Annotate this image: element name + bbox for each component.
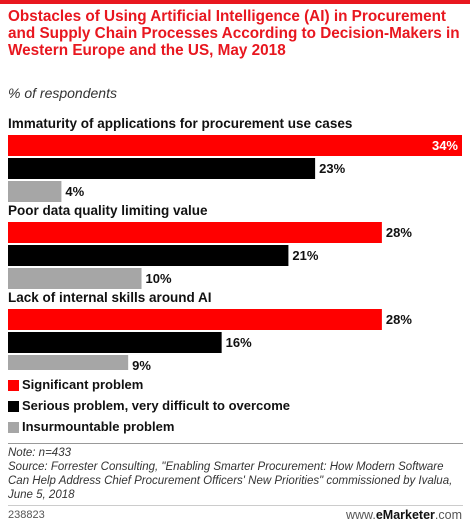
data-label: 28%	[386, 312, 412, 327]
brand-logo: www.eMarketer.com	[346, 508, 462, 522]
bar-group-lack-of-internal-skills-around-ai: Lack of internal skills around AI 28% 16% 9…	[8, 290, 412, 370]
data-label: 21%	[292, 248, 318, 263]
chart-subtitle: % of respondents	[8, 85, 117, 101]
brand-name: eMarketer	[375, 508, 435, 522]
data-label: 16%	[226, 335, 252, 350]
legend-label-significant: Significant problem	[22, 377, 144, 392]
data-label: 28%	[386, 225, 412, 240]
bar-group-poor-data-quality-limiting-value: Poor data quality limiting value 28% 21% 10…	[8, 203, 412, 289]
bar-group-immaturity-of-applications-for-procurement-use-cases: Immaturity of applications for procureme…	[8, 116, 462, 202]
legend-swatch-insurmountable	[8, 422, 19, 433]
chart-title: Obstacles of Using Artificial Intelligen…	[8, 8, 460, 59]
brand-prefix: www.	[345, 508, 376, 522]
bar-significant-problem	[8, 222, 382, 243]
brand-suffix: .com	[434, 508, 462, 522]
bar-serious-problem-very-difficult-to-overcome	[8, 332, 222, 353]
category-label: Immaturity of applications for procureme…	[8, 116, 352, 131]
top-accent-bar	[0, 0, 470, 4]
category-label: Poor data quality limiting value	[8, 203, 208, 218]
notes-divider	[8, 443, 463, 444]
footer-divider	[8, 505, 463, 506]
category-label: Lack of internal skills around AI	[8, 290, 212, 305]
data-label: 23%	[319, 161, 345, 176]
bar-significant-problem	[8, 135, 462, 156]
bar-chart: Immaturity of applications for procureme…	[8, 116, 462, 370]
data-label: 9%	[132, 358, 151, 370]
bar-serious-problem-very-difficult-to-overcome	[8, 158, 316, 179]
chart-notes: Note: n=433 Source: Forrester Consulting…	[8, 446, 463, 502]
legend-swatch-significant	[8, 380, 19, 391]
bar-significant-problem	[8, 309, 382, 330]
data-label: 4%	[65, 184, 84, 199]
bar-insurmountable-problem	[8, 181, 62, 202]
bar-insurmountable-problem	[8, 355, 129, 370]
legend-label-serious: Serious problem, very difficult to overc…	[22, 398, 291, 413]
note-text: Note: n=433	[8, 447, 71, 459]
bar-insurmountable-problem	[8, 268, 142, 289]
bar-serious-problem-very-difficult-to-overcome	[8, 245, 289, 266]
legend-swatch-serious	[8, 401, 19, 412]
chart-id: 238823	[8, 509, 45, 521]
data-label: 10%	[146, 271, 172, 286]
source-text: Source: Forrester Consulting, "Enabling …	[8, 461, 453, 501]
data-label: 34%	[432, 138, 458, 153]
legend-label-insurmountable: Insurmountable problem	[22, 419, 175, 434]
